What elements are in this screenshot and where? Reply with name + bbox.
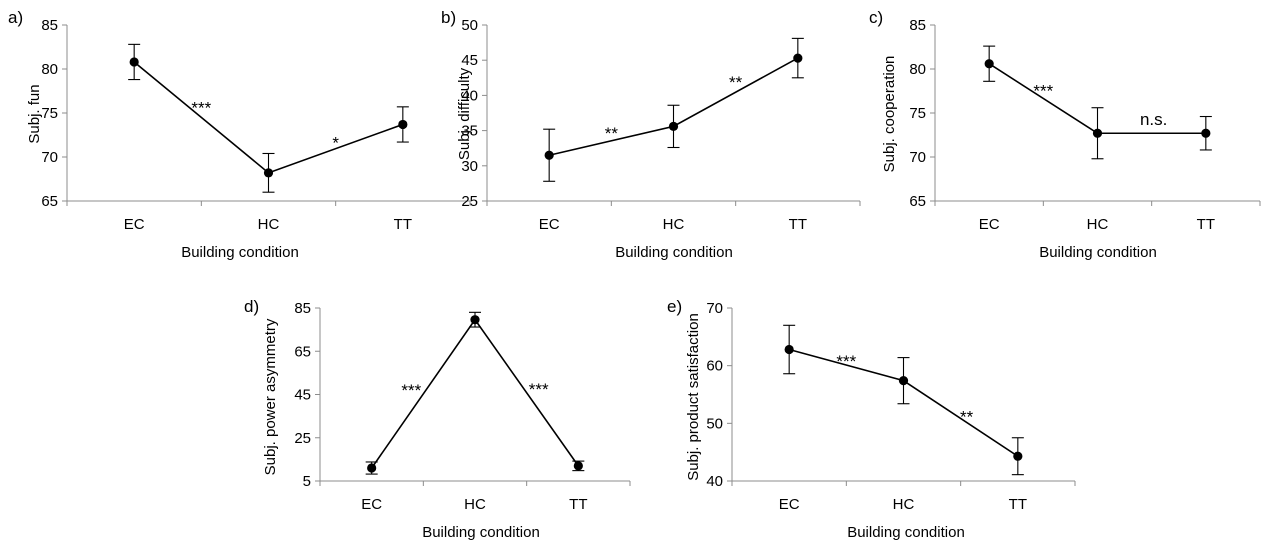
y-tick-label: 70 bbox=[41, 149, 58, 166]
y-axis-label: Subj. difficulty bbox=[456, 67, 473, 160]
significance-label: *** bbox=[836, 352, 856, 371]
significance-label: * bbox=[332, 134, 339, 153]
x-tick-label: TT bbox=[789, 216, 807, 233]
y-tick-label: 45 bbox=[294, 387, 311, 404]
y-axis-label: Subj. power asymmetry bbox=[262, 318, 279, 475]
panel-label: a) bbox=[8, 8, 23, 27]
y-tick-label: 45 bbox=[461, 52, 478, 69]
y-tick-label: 40 bbox=[706, 473, 723, 490]
panel-d: d) Subj. power asymmetry Building condit… bbox=[244, 297, 630, 541]
x-axis-label: Building condition bbox=[1039, 244, 1157, 261]
y-tick-label: 85 bbox=[294, 300, 311, 317]
x-tick-label: TT bbox=[569, 496, 587, 513]
x-tick-label: TT bbox=[1197, 216, 1215, 233]
significance-label: ** bbox=[960, 407, 974, 426]
y-tick-label: 65 bbox=[41, 193, 58, 210]
data-point bbox=[793, 53, 802, 62]
y-tick-label: 65 bbox=[294, 343, 311, 360]
panel-label: d) bbox=[244, 297, 259, 316]
x-tick-label: HC bbox=[464, 496, 486, 513]
y-tick-label: 85 bbox=[909, 17, 926, 34]
x-tick-label: EC bbox=[361, 496, 382, 513]
panel-label: e) bbox=[667, 297, 682, 316]
x-axis-label: Building condition bbox=[181, 244, 299, 261]
significance-label: *** bbox=[401, 381, 421, 400]
x-tick-label: TT bbox=[1009, 496, 1027, 513]
y-tick-label: 40 bbox=[461, 87, 478, 104]
panel-b: b) Subj. difficulty Building condition 2… bbox=[441, 8, 860, 261]
panel-c: c) Subj. cooperation Building condition … bbox=[869, 8, 1260, 261]
data-point bbox=[669, 122, 678, 131]
y-tick-label: 85 bbox=[41, 17, 58, 34]
x-tick-label: HC bbox=[258, 216, 280, 233]
y-axis-label: Subj. product satisfaction bbox=[685, 313, 702, 481]
x-tick-label: HC bbox=[1087, 216, 1109, 233]
y-tick-label: 65 bbox=[909, 193, 926, 210]
data-point bbox=[545, 151, 554, 160]
x-axis-label: Building condition bbox=[615, 244, 733, 261]
y-tick-label: 80 bbox=[41, 61, 58, 78]
y-tick-label: 25 bbox=[294, 430, 311, 447]
y-tick-label: 80 bbox=[909, 61, 926, 78]
data-point bbox=[574, 461, 583, 470]
panel-a: a) Subj. fun Building condition 65707580… bbox=[8, 8, 470, 261]
panel-label: c) bbox=[869, 8, 883, 27]
significance-label: ** bbox=[605, 124, 619, 143]
panel-label: b) bbox=[441, 8, 456, 27]
y-tick-label: 75 bbox=[909, 105, 926, 122]
data-point bbox=[785, 345, 794, 354]
data-point bbox=[367, 463, 376, 472]
x-tick-label: EC bbox=[979, 216, 1000, 233]
data-point bbox=[130, 57, 139, 66]
data-point bbox=[470, 315, 479, 324]
x-tick-label: EC bbox=[779, 496, 800, 513]
x-tick-label: EC bbox=[539, 216, 560, 233]
x-axis-label: Building condition bbox=[847, 524, 965, 541]
significance-label: *** bbox=[191, 98, 211, 117]
data-point bbox=[1093, 129, 1102, 138]
x-axis-label: Building condition bbox=[422, 524, 540, 541]
y-tick-label: 75 bbox=[41, 105, 58, 122]
data-point bbox=[899, 376, 908, 385]
data-point bbox=[1013, 452, 1022, 461]
y-tick-label: 30 bbox=[461, 158, 478, 175]
x-tick-label: TT bbox=[394, 216, 412, 233]
y-tick-label: 70 bbox=[909, 149, 926, 166]
significance-label: ** bbox=[729, 73, 743, 92]
y-tick-label: 50 bbox=[461, 17, 478, 34]
data-point bbox=[264, 168, 273, 177]
x-tick-label: EC bbox=[124, 216, 145, 233]
x-tick-label: HC bbox=[893, 496, 915, 513]
data-point bbox=[985, 59, 994, 68]
data-point bbox=[398, 120, 407, 129]
y-tick-label: 70 bbox=[706, 300, 723, 317]
y-tick-label: 25 bbox=[461, 193, 478, 210]
y-tick-label: 5 bbox=[303, 473, 311, 490]
y-tick-label: 60 bbox=[706, 358, 723, 375]
panel-e: e) Subj. product satisfaction Building c… bbox=[667, 297, 1075, 541]
significance-label: *** bbox=[1033, 81, 1053, 100]
y-tick-label: 50 bbox=[706, 415, 723, 432]
x-tick-label: HC bbox=[663, 216, 685, 233]
y-tick-label: 35 bbox=[461, 123, 478, 140]
significance-label: *** bbox=[529, 380, 549, 399]
data-point bbox=[1201, 129, 1210, 138]
y-axis-label: Subj. cooperation bbox=[881, 56, 898, 173]
significance-label: n.s. bbox=[1140, 110, 1167, 129]
